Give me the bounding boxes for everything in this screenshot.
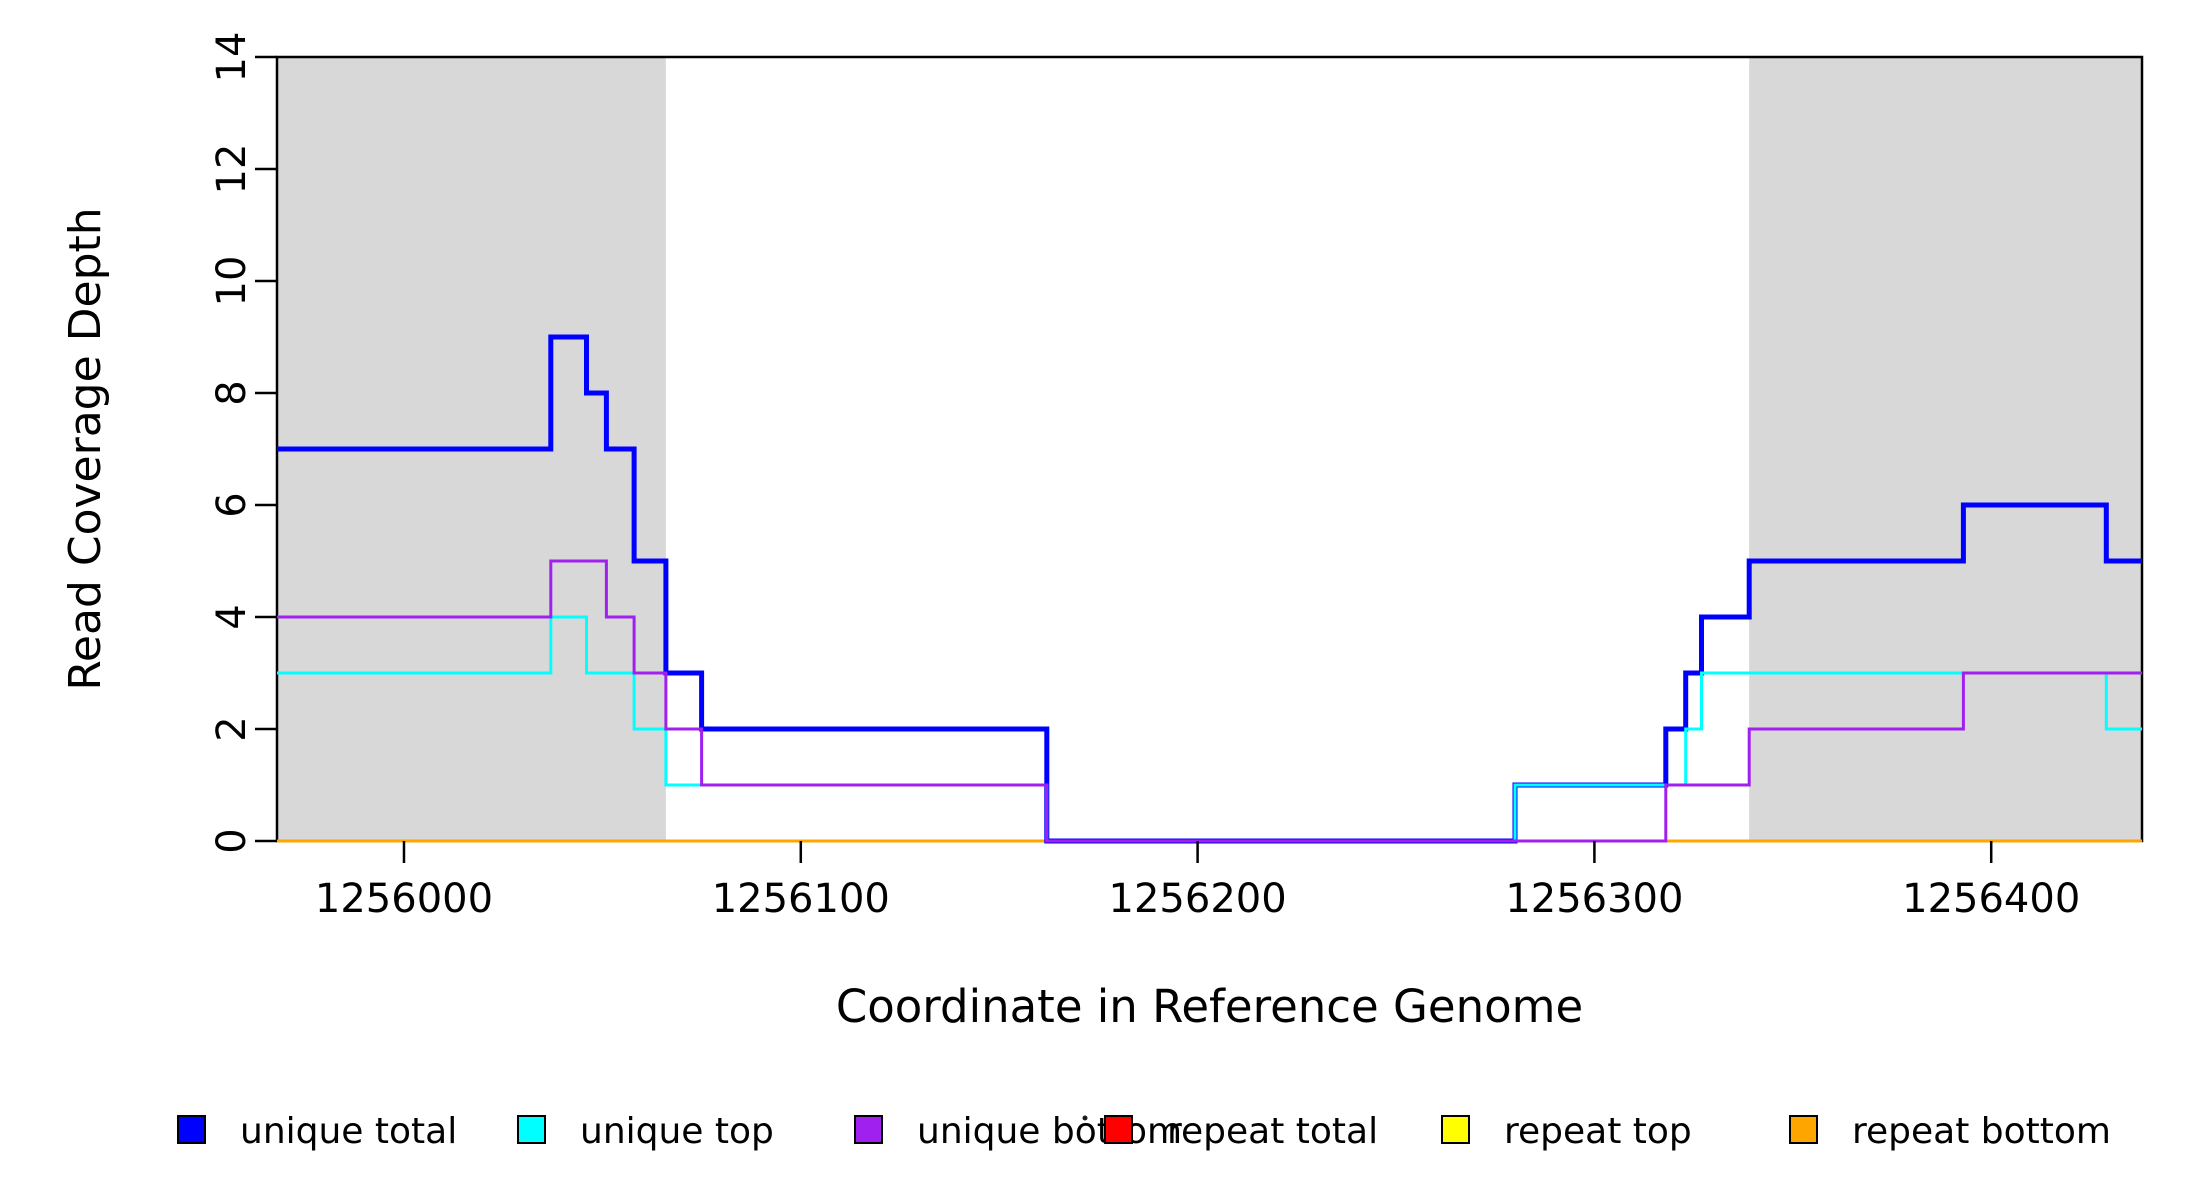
y-tick-label: 6 xyxy=(209,492,255,517)
y-tick-label: 0 xyxy=(209,828,255,853)
legend-label-repeat-bottom: repeat bottom xyxy=(1852,1111,2111,1152)
y-tick-label: 12 xyxy=(209,144,255,195)
y-tick-label: 2 xyxy=(209,716,255,741)
x-tick-label: 1256400 xyxy=(1902,876,2080,922)
legend-swatch-unique-total xyxy=(177,1115,206,1144)
x-tick-label: 1256100 xyxy=(712,876,890,922)
x-axis-title: Coordinate in Reference Genome xyxy=(836,980,1583,1033)
legend-label-unique-top: unique top xyxy=(580,1111,774,1152)
series-line-unique-bottom xyxy=(277,559,2142,843)
legend-label-unique-bottom: unique bottom xyxy=(917,1111,1182,1152)
legend-swatch-unique-top xyxy=(517,1115,546,1144)
legend-label-unique-total: unique total xyxy=(240,1111,457,1152)
legend-swatch-repeat-total xyxy=(1104,1115,1133,1144)
y-axis-title: Read Coverage Depth xyxy=(60,207,111,690)
legend-label-repeat-top: repeat top xyxy=(1504,1111,1692,1152)
y-tick-label: 4 xyxy=(209,604,255,629)
legend-stray-dot xyxy=(1082,1115,1088,1121)
y-tick-label: 10 xyxy=(209,256,255,307)
x-tick-label: 1256000 xyxy=(315,876,493,922)
legend-swatch-repeat-top xyxy=(1441,1115,1470,1144)
x-tick-label: 1256300 xyxy=(1505,876,1683,922)
legend-swatch-repeat-bottom xyxy=(1789,1115,1818,1144)
y-tick-label: 14 xyxy=(209,32,255,83)
shaded-region-2 xyxy=(1749,57,2142,841)
legend-swatch-unique-bottom xyxy=(854,1115,883,1144)
y-tick-label: 8 xyxy=(209,380,255,405)
legend-label-repeat-total: repeat total xyxy=(1167,1111,1378,1152)
x-tick-label: 1256200 xyxy=(1109,876,1287,922)
